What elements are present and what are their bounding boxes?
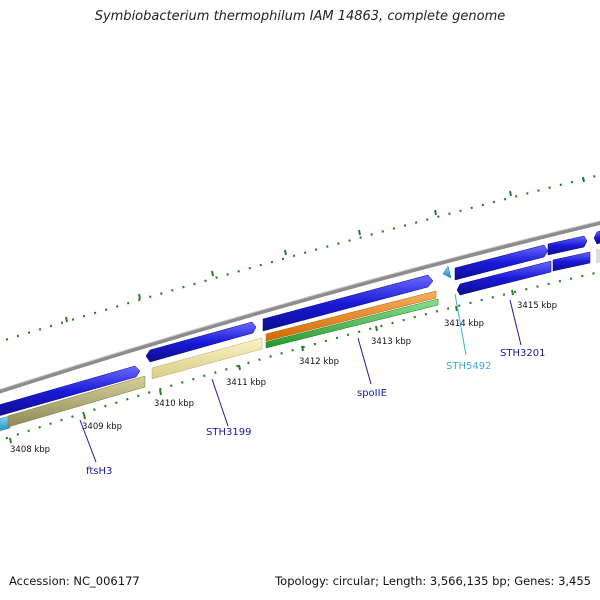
tick-label: 3412 kbp bbox=[299, 357, 339, 367]
tick-label: 3413 kbp bbox=[371, 337, 411, 347]
tick-label: 3410 kbp bbox=[154, 399, 194, 409]
cds-feature[interactable] bbox=[0, 415, 11, 432]
cds-feature[interactable] bbox=[552, 251, 591, 272]
orange-feature[interactable] bbox=[265, 290, 437, 342]
tick-label: 3409 kbp bbox=[82, 422, 122, 432]
gene-label-sth3199[interactable]: STH3199 bbox=[206, 427, 251, 438]
pale-yellow-feature[interactable] bbox=[151, 337, 263, 380]
cds-feature[interactable] bbox=[145, 321, 257, 363]
map-title: Symbiobacterium thermophilum IAM 14863, … bbox=[94, 9, 506, 24]
gene-label-sth5492[interactable]: STH5492 bbox=[446, 361, 491, 372]
tick-label: 3408 kbp bbox=[10, 445, 50, 455]
genome-summary-text: Topology: circular; Length: 3,566,135 bp… bbox=[275, 574, 591, 588]
khaki-feature[interactable] bbox=[7, 375, 146, 428]
cds-feature[interactable] bbox=[442, 265, 452, 279]
tick-label: 3415 kbp bbox=[517, 301, 557, 311]
ruler-dots-inner bbox=[0, 270, 600, 442]
gene-leader-lines bbox=[79, 293, 522, 463]
gene-labels: ftsH3 STH3199 spoIIE STH5492 STH3201 bbox=[86, 348, 545, 477]
green-feature[interactable] bbox=[265, 298, 439, 349]
ruler-dots-inner-major bbox=[9, 289, 514, 444]
cds-feature[interactable] bbox=[456, 260, 552, 296]
accession-text: Accession: NC_006177 bbox=[9, 574, 140, 588]
cds-feature[interactable] bbox=[0, 365, 141, 417]
reverse-cds-track bbox=[0, 249, 600, 432]
forward-cds-track bbox=[0, 230, 600, 417]
cds-feature[interactable] bbox=[262, 274, 434, 332]
gene-label-spoiie[interactable]: spoIIE bbox=[357, 388, 387, 399]
gene-label-ftsh3[interactable]: ftsH3 bbox=[86, 466, 112, 477]
cds-feature[interactable] bbox=[547, 235, 588, 256]
genome-backbone bbox=[0, 221, 600, 394]
feature-track bbox=[7, 290, 439, 428]
cds-feature[interactable] bbox=[593, 230, 600, 245]
cds-feature[interactable] bbox=[454, 244, 549, 281]
cds-feature[interactable] bbox=[596, 249, 600, 263]
tick-labels: 3408 kbp 3409 kbp 3410 kbp 3411 kbp 3412… bbox=[10, 301, 557, 455]
ruler-dots-outer-major bbox=[65, 176, 585, 323]
gene-label-sth3201[interactable]: STH3201 bbox=[500, 348, 545, 359]
tick-label: 3411 kbp bbox=[226, 378, 266, 388]
tick-label: 3414 kbp bbox=[444, 319, 484, 329]
